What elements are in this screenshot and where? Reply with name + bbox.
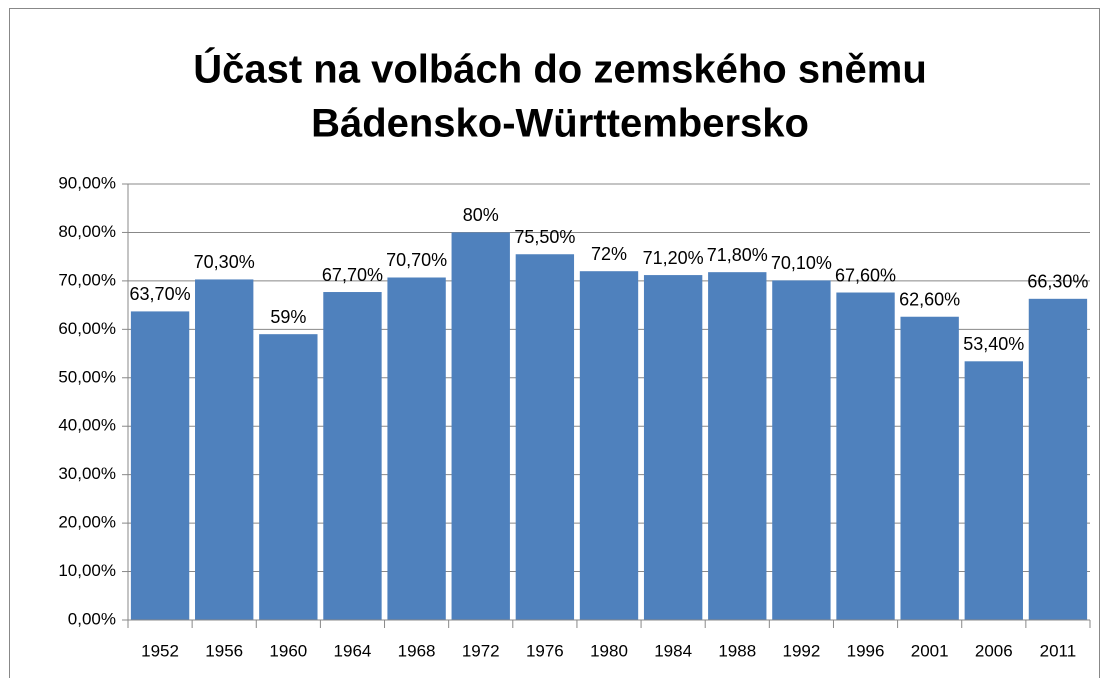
- x-tick-label: 1976: [526, 641, 564, 660]
- bar: [515, 254, 575, 620]
- bar: [387, 277, 446, 620]
- bar: [708, 272, 767, 620]
- data-label: 80%: [463, 205, 499, 225]
- y-tick-label: 70,00%: [58, 270, 116, 289]
- x-tick-label: 1988: [718, 641, 756, 660]
- x-tick-label: 1984: [654, 641, 692, 660]
- data-label: 67,70%: [322, 265, 383, 285]
- x-tick-label: 1968: [398, 641, 436, 660]
- data-label: 59%: [270, 307, 306, 327]
- x-tick-label: 1972: [462, 641, 500, 660]
- data-label: 75,50%: [514, 227, 575, 247]
- data-label: 70,30%: [194, 252, 255, 272]
- data-label: 70,70%: [386, 250, 447, 270]
- y-tick-label: 40,00%: [58, 416, 116, 435]
- bar: [130, 311, 190, 620]
- bar: [259, 334, 318, 620]
- bar: [900, 316, 959, 620]
- y-tick-label: 20,00%: [58, 513, 116, 532]
- y-tick-label: 60,00%: [58, 319, 116, 338]
- y-tick-label: 10,00%: [58, 561, 116, 580]
- y-tick-label: 90,00%: [58, 173, 116, 192]
- bar: [772, 280, 831, 620]
- x-tick-label: 1996: [847, 641, 885, 660]
- chart-title: Účast na volbách do zemského sněmu: [193, 46, 927, 92]
- x-tick-label: 1956: [205, 641, 243, 660]
- bar: [964, 361, 1023, 620]
- bar: [195, 279, 254, 620]
- x-tick-label: 2001: [911, 641, 949, 660]
- y-tick-label: 0,00%: [68, 609, 116, 628]
- data-label: 67,60%: [835, 265, 896, 285]
- bar: [451, 232, 510, 620]
- x-tick-label: 1980: [590, 641, 628, 660]
- x-tick-label: 1960: [269, 641, 307, 660]
- bar: [643, 275, 703, 620]
- x-tick-label: 2011: [1040, 641, 1077, 660]
- bar: [836, 292, 895, 620]
- data-label: 63,70%: [130, 284, 191, 304]
- chart-title: Bádensko-Württembersko: [311, 102, 809, 146]
- bar: [579, 271, 639, 620]
- y-tick-label: 80,00%: [58, 222, 116, 241]
- x-tick-label: 1952: [141, 641, 179, 660]
- bar: [323, 292, 382, 620]
- data-label: 71,80%: [707, 245, 768, 265]
- y-tick-label: 50,00%: [58, 367, 116, 386]
- x-tick-label: 1992: [782, 641, 820, 660]
- x-tick-label: 1964: [334, 641, 372, 660]
- y-tick-label: 30,00%: [58, 464, 116, 483]
- x-tick-label: 2006: [975, 641, 1013, 660]
- data-label: 70,10%: [771, 253, 832, 273]
- data-label: 66,30%: [1027, 272, 1088, 292]
- data-label: 62,60%: [899, 289, 960, 309]
- data-label: 71,20%: [643, 248, 704, 268]
- data-label: 72%: [591, 244, 627, 264]
- data-label: 53,40%: [963, 334, 1024, 354]
- bar: [1028, 298, 1088, 620]
